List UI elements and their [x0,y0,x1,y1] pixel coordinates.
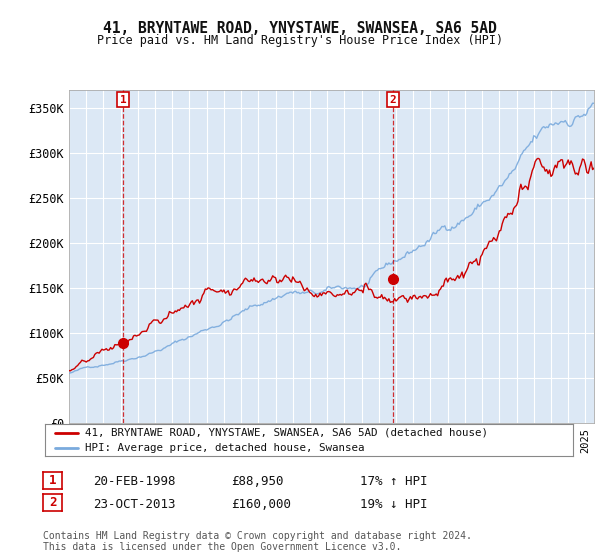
Text: £160,000: £160,000 [231,497,291,511]
Text: 23-OCT-2013: 23-OCT-2013 [93,497,176,511]
Text: 19% ↓ HPI: 19% ↓ HPI [360,497,427,511]
Text: 1: 1 [119,95,126,105]
Text: HPI: Average price, detached house, Swansea: HPI: Average price, detached house, Swan… [85,442,364,452]
Text: Price paid vs. HM Land Registry's House Price Index (HPI): Price paid vs. HM Land Registry's House … [97,34,503,46]
Text: £88,950: £88,950 [231,475,284,488]
Text: 41, BRYNTAWE ROAD, YNYSTAWE, SWANSEA, SA6 5AD (detached house): 41, BRYNTAWE ROAD, YNYSTAWE, SWANSEA, SA… [85,428,488,438]
Text: 2: 2 [389,95,396,105]
Text: Contains HM Land Registry data © Crown copyright and database right 2024.
This d: Contains HM Land Registry data © Crown c… [43,531,472,553]
Text: 1: 1 [49,474,56,487]
Text: 17% ↑ HPI: 17% ↑ HPI [360,475,427,488]
Text: 2: 2 [49,496,56,510]
Text: 20-FEB-1998: 20-FEB-1998 [93,475,176,488]
Text: 41, BRYNTAWE ROAD, YNYSTAWE, SWANSEA, SA6 5AD: 41, BRYNTAWE ROAD, YNYSTAWE, SWANSEA, SA… [103,21,497,36]
